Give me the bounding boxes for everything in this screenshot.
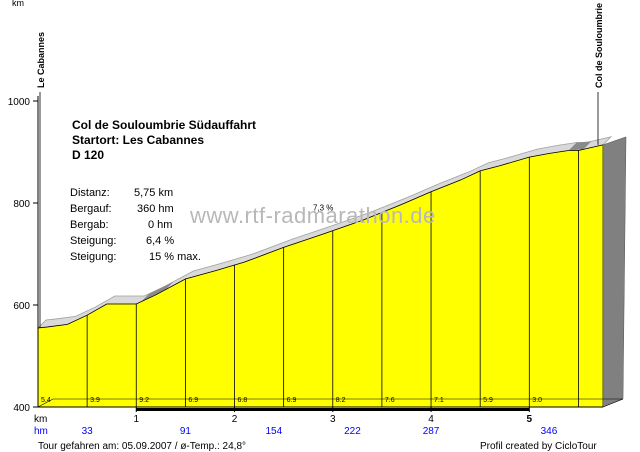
stat-label: Bergauf: — [70, 203, 112, 215]
hm-value: 346 — [541, 426, 558, 437]
segment-gradient-label: 5.9 — [483, 397, 493, 404]
surface-dark-patch — [568, 141, 592, 151]
y-tick-label: 1000 — [8, 97, 31, 108]
stat-value: 0 hm — [148, 219, 173, 231]
route-title: Col de Souloumbrie Südauffahrt — [72, 118, 257, 132]
segment-gradient-label: 5.4 — [41, 397, 51, 404]
stat-value: 6,4 % — [146, 235, 175, 247]
segment-gradient-label: 7.1 — [434, 397, 444, 404]
segment-gradient-label: 6.8 — [238, 397, 248, 404]
x-tick-label: 5 — [527, 414, 533, 425]
profile-credit: Profil created by CicloTour — [480, 441, 597, 452]
hm-value: 287 — [423, 426, 440, 437]
end-face — [602, 136, 627, 408]
segment-gradient-labels: 5.4 3.9 9.2 6.9 6.8 6.9 8.2 7.6 7.1 5.9 3.0 7,3 % — [41, 203, 542, 404]
y-tick-label: 600 — [13, 301, 30, 312]
stat-label: Steigung: — [70, 235, 117, 247]
x-tick-label: 4 — [428, 414, 434, 425]
x-tick-label: 2 — [232, 414, 238, 425]
place-marker-label: Col de Souloumbrie — [594, 3, 604, 88]
segment-gradient-label: 6.9 — [188, 397, 198, 404]
km-bar-segment — [332, 408, 432, 411]
stat-label: Steigung: — [70, 251, 117, 263]
hm-row-label: hm — [34, 426, 48, 437]
segment-gradient-label: 9.2 — [139, 397, 149, 404]
segment-dividers — [86, 150, 579, 407]
x-axis-label: km — [34, 414, 47, 425]
segment-gradient-label: 3.0 — [532, 397, 542, 404]
stat-value: 15 % max. — [149, 251, 201, 263]
elevation-area — [37, 144, 604, 408]
tour-date-temp: Tour gefahren am: 05.09.2007 / ø-Temp.: … — [38, 441, 247, 452]
segment-gradient-label: 7.6 — [385, 397, 395, 404]
hm-value: 33 — [82, 426, 94, 437]
hm-value: 91 — [180, 426, 192, 437]
surface-dark-patch — [141, 281, 174, 302]
segment-gradient-label: 8.2 — [336, 397, 346, 404]
segment-gradient-label: 6.9 — [287, 397, 297, 404]
stat-value: 5,75 km — [134, 187, 174, 199]
start-place: Startort: Les Cabannes — [72, 133, 205, 147]
road-number: D 120 — [72, 148, 105, 162]
y-tick-label: 400 — [13, 403, 30, 414]
y-tick-label: 800 — [13, 199, 30, 210]
km-bar-segment — [234, 408, 333, 411]
axes: 400 600 800 1000 — [8, 96, 603, 414]
x-tick-label: 3 — [330, 414, 336, 425]
watermark: www.rtf-radmarathon.de — [190, 203, 436, 228]
segment-gradient-label: 3.9 — [90, 397, 100, 404]
place-marker-label: Le Cabannes — [36, 32, 46, 88]
km-bar-segment — [136, 408, 235, 411]
top-left-cut-label: km — [12, 0, 24, 8]
profile-area — [37, 144, 604, 408]
km-bar-segment — [431, 408, 530, 411]
stat-label: Distanz: — [70, 187, 110, 199]
stat-value: 360 hm — [137, 203, 174, 215]
stat-label: Bergab: — [70, 219, 109, 231]
hm-value: 222 — [344, 426, 361, 437]
peak-annotation: 7,3 % — [313, 203, 333, 212]
x-tick-label: 1 — [133, 414, 139, 425]
hm-value: 154 — [265, 426, 282, 437]
x-axis-labels: km 1 2 3 4 5 hm 33 91 154 222 287 346 — [34, 407, 558, 437]
place-markers: Le Cabannes Col de Souloumbrie — [36, 3, 604, 328]
